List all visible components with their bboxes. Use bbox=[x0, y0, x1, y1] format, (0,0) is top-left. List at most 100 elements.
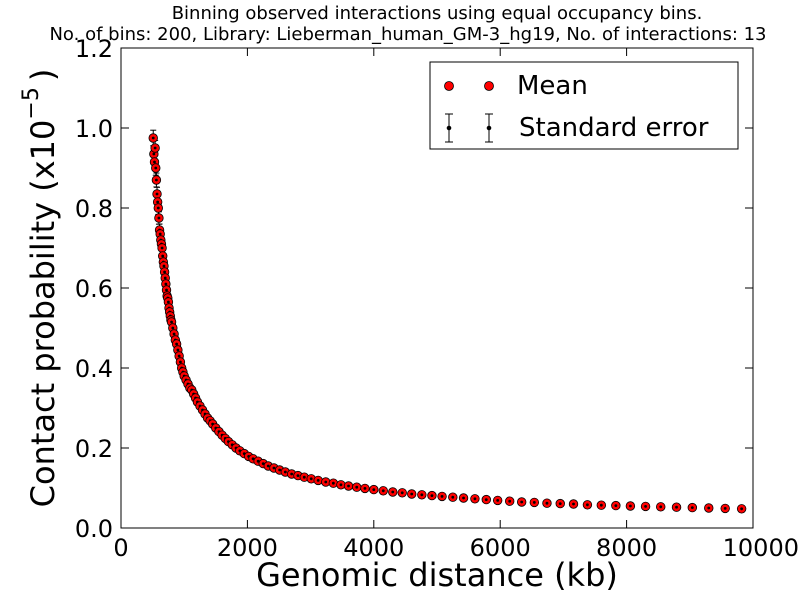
error-center bbox=[290, 472, 294, 476]
y-tick-label: 1.0 bbox=[75, 115, 113, 143]
x-axis: 0 2000 4000 6000 8000 10000 bbox=[113, 48, 799, 562]
y-tick-label: 0.2 bbox=[75, 435, 113, 463]
error-center bbox=[172, 332, 176, 336]
error-center bbox=[372, 488, 376, 491]
error-center bbox=[175, 342, 179, 346]
error-center bbox=[614, 504, 618, 507]
legend-mean-marker-1 bbox=[444, 81, 454, 91]
error-center bbox=[151, 136, 155, 140]
error-center bbox=[296, 474, 300, 477]
error-center bbox=[154, 178, 158, 182]
error-center bbox=[410, 492, 414, 496]
error-center bbox=[659, 505, 663, 509]
error-center bbox=[179, 360, 182, 364]
error-center bbox=[558, 502, 562, 505]
error-center bbox=[484, 498, 488, 501]
error-center bbox=[690, 506, 694, 509]
error-center bbox=[283, 470, 287, 474]
error-center bbox=[158, 232, 162, 236]
error-center bbox=[177, 354, 181, 358]
error-center bbox=[430, 494, 434, 497]
y-tick-label: 0.6 bbox=[75, 275, 113, 303]
error-center bbox=[451, 495, 455, 499]
error-center bbox=[163, 270, 167, 274]
error-center bbox=[156, 206, 160, 210]
error-center bbox=[420, 493, 424, 497]
error-center bbox=[381, 489, 385, 493]
legend: Mean Standard error bbox=[429, 61, 739, 150]
x-tick-label: 4000 bbox=[343, 534, 404, 562]
chart-title: Binning observed interactions using equa… bbox=[172, 3, 703, 24]
x-tick-label: 8000 bbox=[596, 534, 657, 562]
error-center bbox=[161, 254, 165, 258]
y-axis-label: Contact probability (x10−5) bbox=[19, 69, 62, 508]
error-center bbox=[157, 216, 161, 220]
error-center bbox=[164, 282, 168, 286]
error-center bbox=[572, 502, 575, 506]
x-axis-label: Genomic distance (kb) bbox=[256, 556, 618, 594]
legend-error-marker-1 bbox=[445, 113, 453, 143]
error-center bbox=[162, 264, 166, 268]
y-tick-label: 1.2 bbox=[75, 35, 113, 63]
error-center bbox=[331, 481, 335, 485]
error-center bbox=[363, 487, 367, 490]
error-center bbox=[391, 490, 395, 494]
y-axis-label-close: ) bbox=[24, 69, 62, 81]
y-axis-label-text: Contact probability (x10 bbox=[24, 120, 62, 508]
error-center bbox=[355, 485, 359, 489]
error-center bbox=[740, 507, 744, 511]
x-tick-label: 0 bbox=[113, 534, 128, 562]
error-center bbox=[302, 475, 306, 479]
legend-mean-marker-2 bbox=[484, 81, 494, 91]
error-center bbox=[400, 491, 404, 495]
error-center bbox=[165, 288, 168, 292]
x-tick-label: 10000 bbox=[723, 534, 799, 562]
chart-subtitle: No. of bins: 200, Library: Lieberman_hum… bbox=[49, 24, 766, 45]
error-center bbox=[154, 166, 158, 170]
y-axis: 0.0 0.2 0.4 0.6 0.8 1.0 1.2 bbox=[75, 35, 753, 543]
error-center bbox=[153, 160, 156, 164]
error-center bbox=[644, 505, 647, 508]
error-center bbox=[532, 501, 536, 504]
error-center bbox=[170, 320, 173, 324]
y-tick-label: 0.4 bbox=[75, 355, 113, 383]
error-center bbox=[723, 507, 727, 510]
error-center bbox=[309, 477, 313, 481]
y-tick-label: 0.0 bbox=[75, 515, 113, 543]
error-center bbox=[153, 146, 157, 150]
y-axis-label-exponent: −5 bbox=[19, 87, 44, 119]
error-center bbox=[155, 192, 159, 196]
error-center bbox=[152, 152, 156, 156]
legend-box bbox=[429, 61, 739, 150]
error-center bbox=[160, 246, 164, 250]
error-center bbox=[171, 326, 175, 330]
error-center bbox=[278, 468, 282, 472]
error-center bbox=[440, 495, 444, 498]
error-center bbox=[545, 501, 549, 505]
error-center bbox=[347, 484, 350, 488]
error-center bbox=[599, 503, 603, 507]
legend-error-marker-2 bbox=[485, 113, 493, 143]
error-center bbox=[520, 500, 524, 504]
error-center bbox=[156, 200, 160, 204]
legend-mean-label: Mean bbox=[517, 71, 588, 101]
x-tick-label: 6000 bbox=[470, 534, 531, 562]
error-center bbox=[628, 504, 632, 508]
error-center bbox=[339, 483, 343, 487]
error-center bbox=[324, 480, 328, 484]
legend-error-label: Standard error bbox=[519, 113, 709, 143]
error-center bbox=[462, 496, 465, 500]
error-center bbox=[316, 479, 320, 482]
error-center bbox=[272, 466, 276, 470]
error-center bbox=[707, 506, 711, 510]
error-center bbox=[473, 497, 477, 501]
error-center bbox=[163, 276, 167, 280]
data-points bbox=[148, 133, 747, 514]
x-tick-label: 2000 bbox=[217, 534, 278, 562]
error-center bbox=[176, 348, 180, 352]
error-center bbox=[167, 300, 170, 304]
y-tick-label: 0.8 bbox=[75, 195, 113, 223]
error-center bbox=[266, 464, 270, 468]
error-center bbox=[675, 505, 678, 509]
